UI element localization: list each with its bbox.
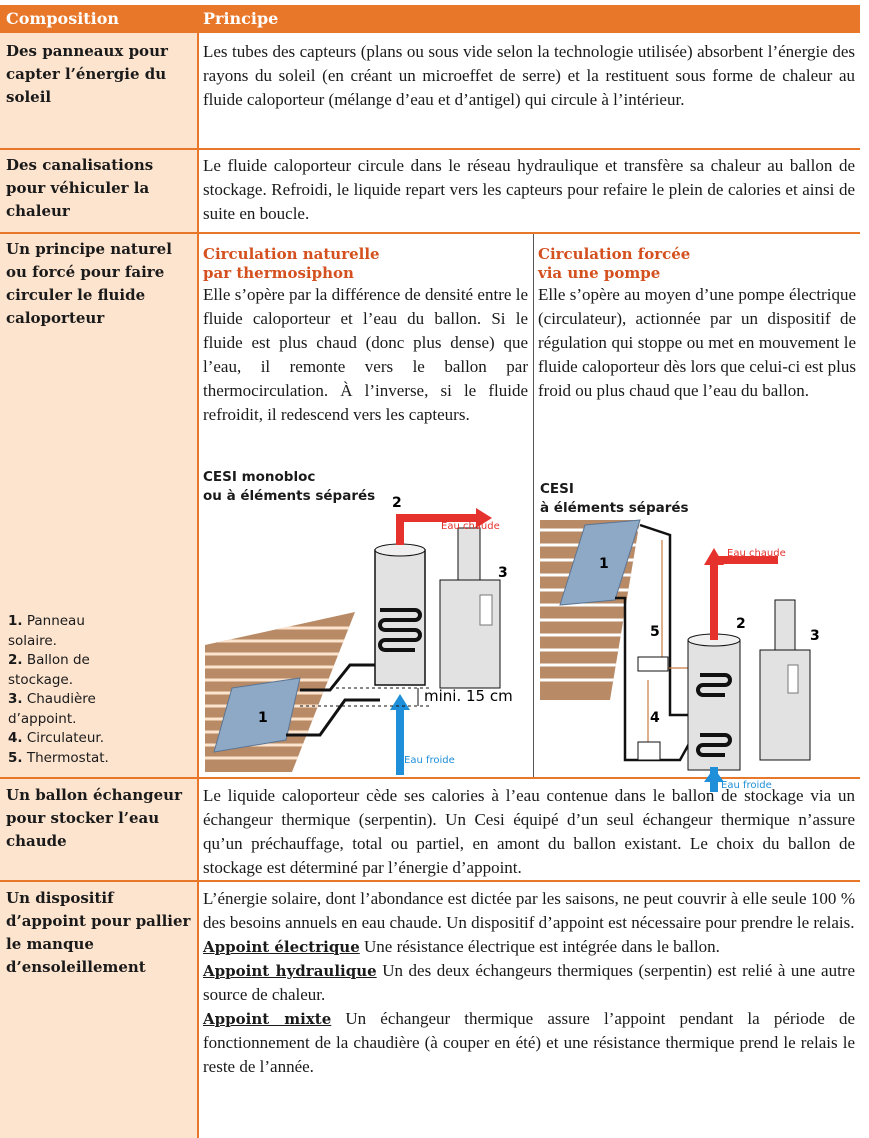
diagram-title-line: à éléments séparés: [540, 500, 689, 516]
legend-text: Thermostat.: [26, 749, 109, 766]
sub-column: Circulation forcée via une pompe Elle s’…: [538, 245, 856, 403]
sub-column-divider: [533, 234, 534, 777]
principe: Le fluide caloporteur circule dans le ré…: [203, 156, 855, 223]
composition: Un dispositif d’appoint pour pallier le …: [6, 889, 191, 976]
solar-panel: [213, 677, 301, 753]
diagram-label: Eau chaude: [441, 521, 500, 532]
principe: Le liquide caloporteur cède ses calories…: [203, 786, 855, 877]
diagram-title-line: CESI: [540, 481, 574, 497]
legend-num: 3.: [8, 691, 23, 707]
sub-column: Circulation naturelle par thermosiphon E…: [203, 245, 528, 427]
sub-text: Elle s’opère au moyen d’une pompe électr…: [538, 285, 856, 400]
legend-num: 5.: [8, 749, 23, 766]
diagram-label: Eau chaude: [727, 548, 786, 559]
diagram-title-line: ou à éléments séparés: [203, 488, 376, 504]
legend-item: 4. Circulateur.: [8, 729, 128, 749]
legend-item: 2. Ballon de stockage.: [8, 651, 128, 690]
composition: Des canalisations pour véhiculer la chal…: [6, 156, 154, 220]
item: Appoint mixte Un échangeur thermique ass…: [203, 1007, 855, 1079]
diagram-number: 4: [650, 710, 660, 726]
legend-item: 3. Chaudière d’appoint.: [8, 690, 128, 729]
diagram-title: CESI à éléments séparés: [540, 480, 689, 518]
row-divider: [0, 232, 860, 234]
legend-item: 1. Panneau solaire.: [8, 612, 128, 651]
item-text: Une résistance électrique est intégrée d…: [364, 937, 720, 956]
composition: Un ballon échangeur pour stocker l’eau c…: [6, 786, 182, 850]
diagram-number: 5: [650, 624, 660, 640]
legend-text: Ballon de stockage.: [8, 652, 90, 688]
legend-item: 5. Thermostat.: [8, 749, 128, 769]
item-term: Appoint électrique: [203, 938, 360, 956]
diagram-number: 3: [810, 628, 820, 644]
diagram-number: 1: [599, 556, 609, 572]
sub-title: via une pompe: [538, 264, 661, 282]
diagram-title-line: CESI monobloc: [203, 469, 316, 485]
principe: L’énergie solaire, dont l’abondance est …: [203, 889, 855, 932]
composition: Des panneaux pour capter l’énergie du so…: [6, 42, 168, 106]
left-column: [0, 33, 197, 1138]
principe-block: L’énergie solaire, dont l’abondance est …: [203, 887, 855, 1079]
legend-text: Circulateur.: [26, 730, 105, 746]
header-principe: Principe: [197, 5, 860, 33]
item-term: Appoint hydraulique: [203, 962, 377, 980]
sub-title: Circulation naturelle: [203, 245, 380, 263]
diagram-number: 3: [498, 565, 508, 581]
principe: Les tubes des capteurs (plans ou sous vi…: [203, 42, 855, 109]
diagram-pompe: Eau chaude Eau froide 1 2 3 4 5: [540, 519, 820, 792]
legend-num: 4.: [8, 730, 23, 746]
diagram-label: Eau froide: [721, 780, 772, 791]
diagram-number: 2: [736, 616, 746, 632]
sub-title: Circulation forcée: [538, 245, 691, 263]
diagram-label: mini. 15 cm: [424, 687, 513, 705]
legend-num: 1.: [8, 613, 23, 629]
legend: 1. Panneau solaire. 2. Ballon de stockag…: [8, 612, 128, 768]
sub-title: par thermosiphon: [203, 264, 354, 282]
diagram-number: 1: [258, 710, 268, 726]
legend-text: Panneau solaire.: [8, 613, 85, 649]
item-text: Un des deux échangeurs thermiques (serpe…: [203, 961, 856, 1004]
item-text: Un échangeur thermique assure l’appoint …: [203, 1009, 855, 1076]
header-composition: Composition: [0, 5, 197, 33]
row-divider: [0, 880, 860, 882]
row-divider: [0, 148, 860, 150]
item: Appoint hydraulique Un des deux échangeu…: [203, 959, 855, 1007]
legend-text: Chaudière d’appoint.: [8, 691, 96, 727]
sub-text: Elle s’opère par la différence de densit…: [203, 285, 528, 424]
item-term: Appoint mixte: [203, 1010, 332, 1028]
diagram-label: Eau froide: [404, 755, 455, 766]
row-divider: [0, 777, 860, 779]
legend-num: 2.: [8, 652, 23, 668]
composition: Un principe naturel ou forcé pour faire …: [6, 240, 172, 327]
item: Appoint électrique Une résistance électr…: [203, 935, 855, 959]
tank: [374, 549, 426, 686]
diagram-title: CESI monobloc ou à éléments séparés: [203, 468, 375, 506]
diagram-number: 2: [392, 495, 402, 511]
diagram-thermosiphon: Eau chaude Eau froide mini. 15 cm 1 2 3: [205, 495, 513, 775]
column-divider: [197, 33, 199, 1138]
